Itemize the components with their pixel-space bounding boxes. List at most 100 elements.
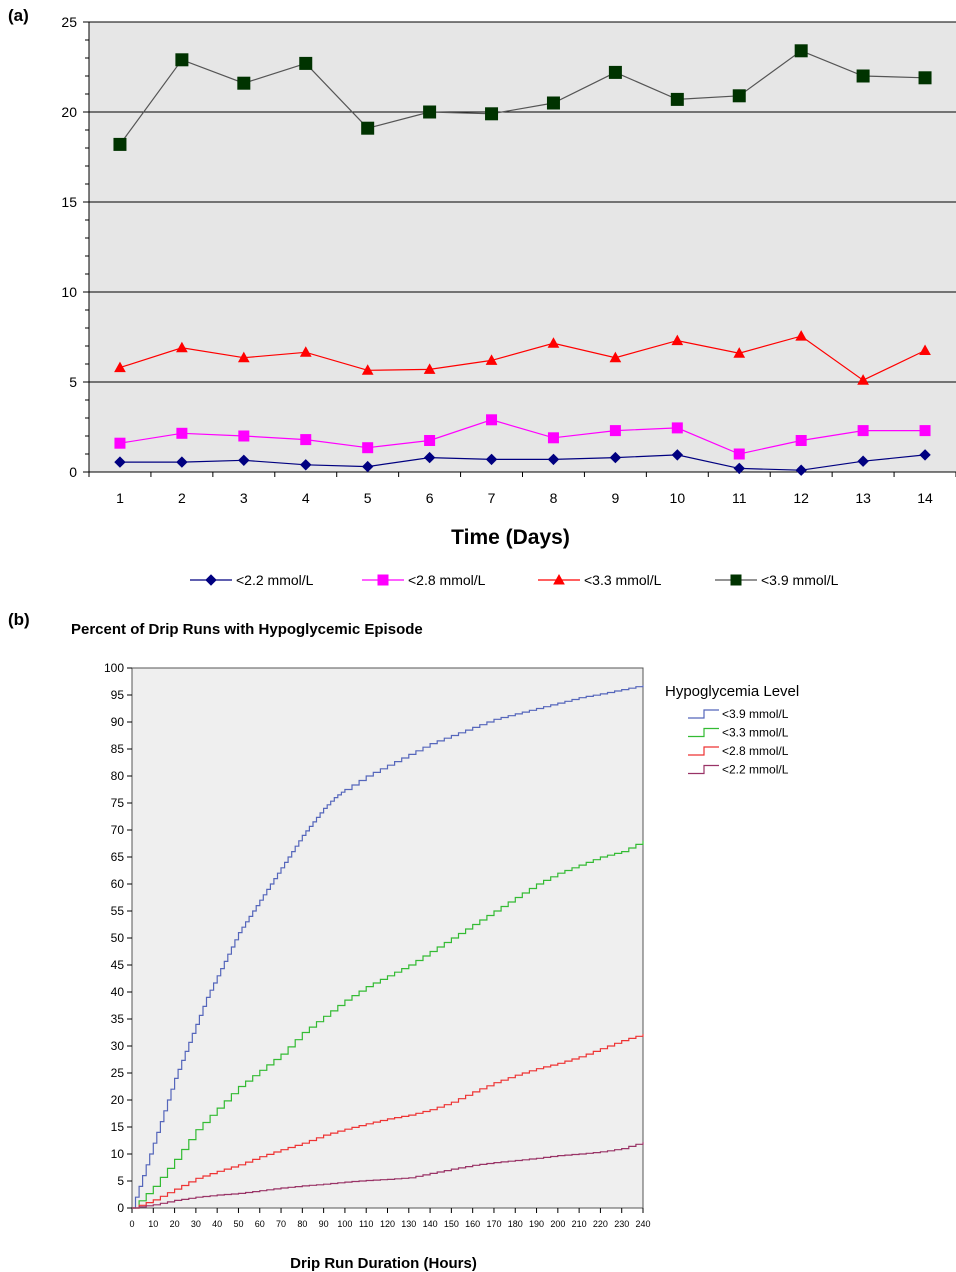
- x-tick-label-a: 9: [611, 490, 619, 506]
- data-point-a: [670, 92, 684, 106]
- data-point-a: [919, 449, 931, 461]
- data-point-a: [795, 464, 807, 476]
- data-point-a: [732, 89, 746, 103]
- x-tick-label-a: 10: [670, 490, 686, 506]
- x-tick-label-a: 2: [178, 490, 186, 506]
- data-point-a: [299, 56, 313, 70]
- data-point-a: [547, 432, 559, 444]
- data-point-a: [609, 451, 622, 464]
- series-a-1: [114, 414, 931, 460]
- data-point-a: [857, 425, 869, 437]
- x-tick-label-b: 120: [380, 1219, 395, 1229]
- y-tick-label-b: 10: [111, 1147, 125, 1161]
- legend-swatch-b: [688, 727, 719, 738]
- chart-b-title: Percent of Drip Runs with Hypoglycemic E…: [71, 621, 423, 638]
- data-point-a: [238, 430, 250, 442]
- x-tick-label-b: 70: [276, 1219, 286, 1229]
- y-tick-label-b: 60: [111, 877, 125, 891]
- panel-b-label: (b): [8, 610, 30, 629]
- series-line-a: [119, 50, 926, 145]
- y-tick-label-b: 75: [111, 796, 125, 810]
- data-point-a: [733, 347, 746, 358]
- legend-item-b: <3.3 mmol/L: [688, 726, 789, 740]
- x-tick-label-b: 150: [444, 1219, 459, 1229]
- data-point-a: [795, 330, 808, 341]
- x-tick-label-a: 12: [793, 490, 809, 506]
- y-tick-label-b: 0: [117, 1201, 124, 1215]
- legend-swatch-b: [688, 746, 719, 756]
- data-point-a: [857, 374, 869, 385]
- data-point-a: [546, 96, 560, 110]
- data-point-a: [238, 454, 250, 467]
- legend-label-b: <2.2 mmol/L: [722, 763, 789, 777]
- x-tick-label-b: 110: [359, 1219, 373, 1229]
- x-tick-label-b: 230: [614, 1219, 629, 1229]
- data-point-a: [423, 105, 437, 119]
- x-tick-label-a: 7: [488, 490, 496, 506]
- x-tick-label-b: 40: [212, 1219, 222, 1229]
- legend-label-a: <2.2 mmol/L: [236, 572, 314, 588]
- x-axis-title-b: Drip Run Duration (Hours): [290, 1255, 477, 1272]
- series-a-3: [113, 44, 932, 151]
- data-point-a: [733, 448, 745, 460]
- legend-item-a: <2.2 mmol/L: [190, 572, 314, 588]
- legend-label-a: <3.9 mmol/L: [761, 572, 839, 588]
- y-tick-label-a: 10: [61, 284, 77, 300]
- x-axis-title-a: Time (Days): [451, 526, 570, 549]
- x-tick-label-a: 5: [364, 490, 372, 506]
- legend-swatch-b: [688, 764, 719, 775]
- y-tick-label-b: 100: [104, 661, 124, 675]
- data-point-a: [423, 451, 436, 464]
- series-line-b: [132, 685, 644, 1209]
- data-point-a: [114, 437, 126, 449]
- y-tick-label-a: 15: [61, 194, 77, 210]
- data-point-a: [300, 459, 312, 471]
- data-point-a: [547, 453, 560, 466]
- y-tick-label-b: 65: [111, 850, 125, 864]
- data-point-a: [362, 442, 374, 454]
- legend-swatch-b: [688, 709, 719, 719]
- data-point-a: [299, 346, 312, 357]
- data-point-a: [485, 107, 499, 121]
- data-point-a: [608, 65, 622, 79]
- x-tick-label-b: 10: [148, 1219, 158, 1229]
- data-point-a: [609, 351, 622, 363]
- y-tick-label-b: 25: [111, 1066, 125, 1080]
- x-tick-label-b: 160: [465, 1219, 480, 1229]
- y-tick-label-b: 95: [111, 688, 125, 702]
- data-point-a: [856, 69, 870, 83]
- y-tick-label-b: 20: [111, 1093, 125, 1107]
- legend-item-b: <2.2 mmol/L: [688, 763, 789, 777]
- legend-label-b: <3.3 mmol/L: [722, 726, 789, 740]
- data-point-a: [794, 44, 808, 58]
- legend-item-b: <3.9 mmol/L: [688, 707, 789, 721]
- data-point-a: [237, 351, 250, 363]
- data-point-a: [919, 425, 931, 437]
- data-point-a: [424, 435, 436, 446]
- chart-b: 0 5 10 15 20 25 30 35 40 45 50 55 60 65 70 75 80 85 90 95 10…: [104, 661, 799, 1272]
- data-point-a: [114, 456, 126, 468]
- x-tick-label-a: 8: [550, 490, 558, 506]
- series-b-2: [132, 1034, 644, 1209]
- y-tick-label-b: 30: [111, 1039, 125, 1053]
- data-point-a: [237, 76, 251, 90]
- legend-item-a: <2.8 mmol/L: [362, 572, 486, 588]
- x-tick-label-a: 13: [855, 490, 871, 506]
- series-b-0: [132, 685, 644, 1209]
- x-tick-label-b: 50: [233, 1219, 243, 1229]
- legend-marker-a: [377, 574, 389, 586]
- legend-label-a: <3.3 mmol/L: [584, 572, 662, 588]
- y-tick-label-b: 40: [111, 985, 125, 999]
- data-point-a: [176, 341, 188, 353]
- series-a-2: [114, 330, 931, 385]
- series-line-a: [119, 335, 926, 381]
- data-point-a: [733, 462, 745, 475]
- panel-a-label: (a): [8, 6, 29, 25]
- legend-item-b: <2.8 mmol/L: [688, 744, 789, 758]
- y-tick-label-b: 35: [111, 1012, 125, 1026]
- data-point-a: [300, 434, 312, 446]
- data-point-a: [919, 344, 931, 355]
- x-tick-label-a: 4: [302, 490, 310, 506]
- plot-area-a: [89, 22, 956, 472]
